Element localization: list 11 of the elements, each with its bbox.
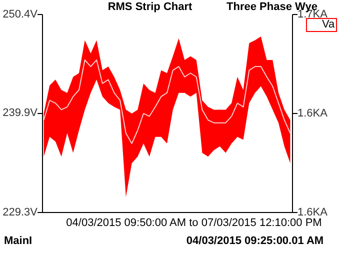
y2-tick-label: 1.6KA: [298, 206, 328, 218]
y-tick-label: 229.3V: [2, 206, 38, 218]
chart-title: RMS Strip Chart: [108, 1, 192, 13]
y2-tick-label: 1.6KA: [298, 108, 328, 120]
text: Va: [322, 18, 336, 30]
y-tick-label: 239.9V: [2, 107, 38, 120]
line-series: [43, 59, 291, 144]
y-tick-label: 250.4V: [2, 8, 38, 20]
text: 04/03/2015 09:50:00 AM to 07/03/2015 12:10:00 PM: [66, 217, 322, 229]
text: 04/03/2015 09:25:00.01 AM: [186, 235, 324, 247]
text: MainI: [4, 235, 32, 247]
